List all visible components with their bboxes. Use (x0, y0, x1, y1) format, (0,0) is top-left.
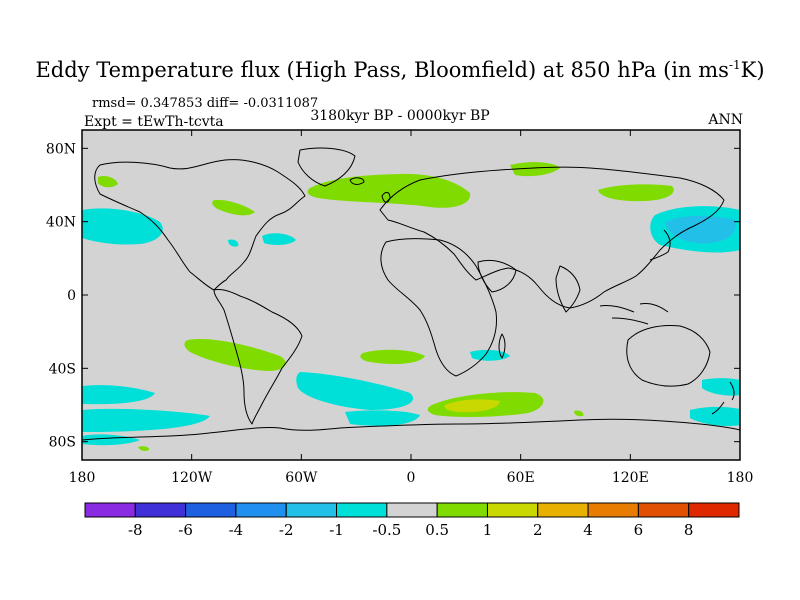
small-pos-spot-1 (138, 446, 150, 451)
colorbar-label: 6 (634, 521, 644, 539)
colorbar-label: 8 (684, 521, 694, 539)
colorbar-swatch (84, 502, 136, 518)
new-zealand-coast (711, 381, 735, 415)
uk-coast (381, 191, 391, 203)
japan-coast (649, 229, 671, 261)
season-label: ANN (708, 112, 743, 128)
arabia-coast (477, 259, 517, 293)
australia-coast (626, 325, 711, 387)
colorbar-label: 1 (483, 521, 493, 539)
chart-title: Eddy Temperature flux (High Pass, Bloomf… (35, 58, 765, 82)
colorbar-label: -6 (178, 521, 193, 539)
colorbar-swatch (336, 502, 388, 518)
nw-pacific-neg-anomaly (665, 215, 736, 244)
iceland-coast (349, 177, 365, 185)
colorbar-label: -1 (329, 521, 344, 539)
lon-label: 120W (171, 470, 213, 486)
southern-ocean-neg-east2 (690, 406, 740, 427)
lat-label: 40S (49, 361, 76, 377)
antarctica-coast (82, 418, 740, 441)
colorbar-label: 4 (583, 521, 593, 539)
colorbar-label: -8 (128, 521, 143, 539)
colorbar-swatch (436, 502, 488, 518)
n-pacific-neg-anomaly (82, 208, 163, 245)
colorbar-label: -0.5 (372, 521, 401, 539)
africa-coast (380, 238, 497, 377)
lon-label: 120E (612, 470, 649, 486)
lon-label: 0 (407, 470, 416, 486)
southern-ocean-neg-south-pac (296, 372, 414, 410)
eurasia-pos-anomaly (598, 184, 674, 202)
small-pos-spot-2 (574, 410, 584, 417)
colorbar-swatch (134, 502, 187, 518)
indonesia-coast (599, 303, 669, 325)
s-indian-pos-core (444, 399, 500, 413)
india-coast (555, 265, 581, 313)
southern-ocean-neg-central (345, 410, 420, 426)
colorbar-swatch (386, 502, 438, 518)
lat-label: 80S (49, 435, 76, 451)
colorbar-swatch (285, 502, 338, 518)
s-atlantic-pos-anomaly (360, 349, 425, 364)
experiment-label: Expt = tEwTh-tcvta (84, 114, 224, 130)
lat-label: 40N (46, 215, 76, 231)
s-pacific-pos-anomaly (184, 339, 286, 371)
lon-label: 60E (507, 470, 535, 486)
colorbar-label: 2 (533, 521, 543, 539)
madagascar-coast (498, 333, 506, 359)
atlantic-neg-spot (262, 233, 296, 245)
n-atlantic-pos-anomaly (307, 173, 471, 208)
eurasia-coast (379, 166, 725, 309)
colorbar: -8 -6 -4 -2 -1 -0.5 0.5 1 2 4 6 8 (84, 502, 740, 539)
southern-ocean-neg-west (82, 385, 155, 405)
colorbar-swatch (537, 502, 589, 518)
lon-label: 180 (727, 470, 754, 486)
arctic-pos-anomaly (510, 162, 560, 177)
stats-text: rmsd= 0.347853 diff= -0.0311087 (92, 96, 319, 111)
colorbar-swatch (688, 502, 740, 518)
south-america-coast (213, 289, 303, 425)
colorbar-swatch (235, 502, 287, 518)
lon-label: 60W (285, 470, 318, 486)
colorbar-swatch (185, 502, 237, 518)
coastlines (82, 147, 740, 441)
lon-label: 180 (69, 470, 96, 486)
period-label: 3180kyr BP - 0000kyr BP (310, 108, 490, 124)
colorbar-label: 0.5 (425, 521, 449, 539)
colorbar-swatch (486, 502, 539, 518)
colorbar-swatch (637, 502, 690, 518)
colorbar-label: -2 (279, 521, 294, 539)
lat-label: 0 (67, 288, 76, 304)
axes: 80N 40N 0 40S 80S 180 120W 60W 0 60E 120E 180 (46, 130, 753, 486)
north-america-coast (94, 159, 306, 291)
alaska-pos-anomaly (98, 175, 118, 188)
small-neg-spot (228, 239, 239, 247)
southern-ocean-neg-far (82, 408, 210, 432)
colorbar-swatch (587, 502, 639, 518)
n-america-pos-anomaly (212, 199, 255, 216)
greenland-coast (297, 147, 356, 187)
lat-label: 80N (46, 141, 76, 157)
colorbar-label: -4 (229, 521, 244, 539)
